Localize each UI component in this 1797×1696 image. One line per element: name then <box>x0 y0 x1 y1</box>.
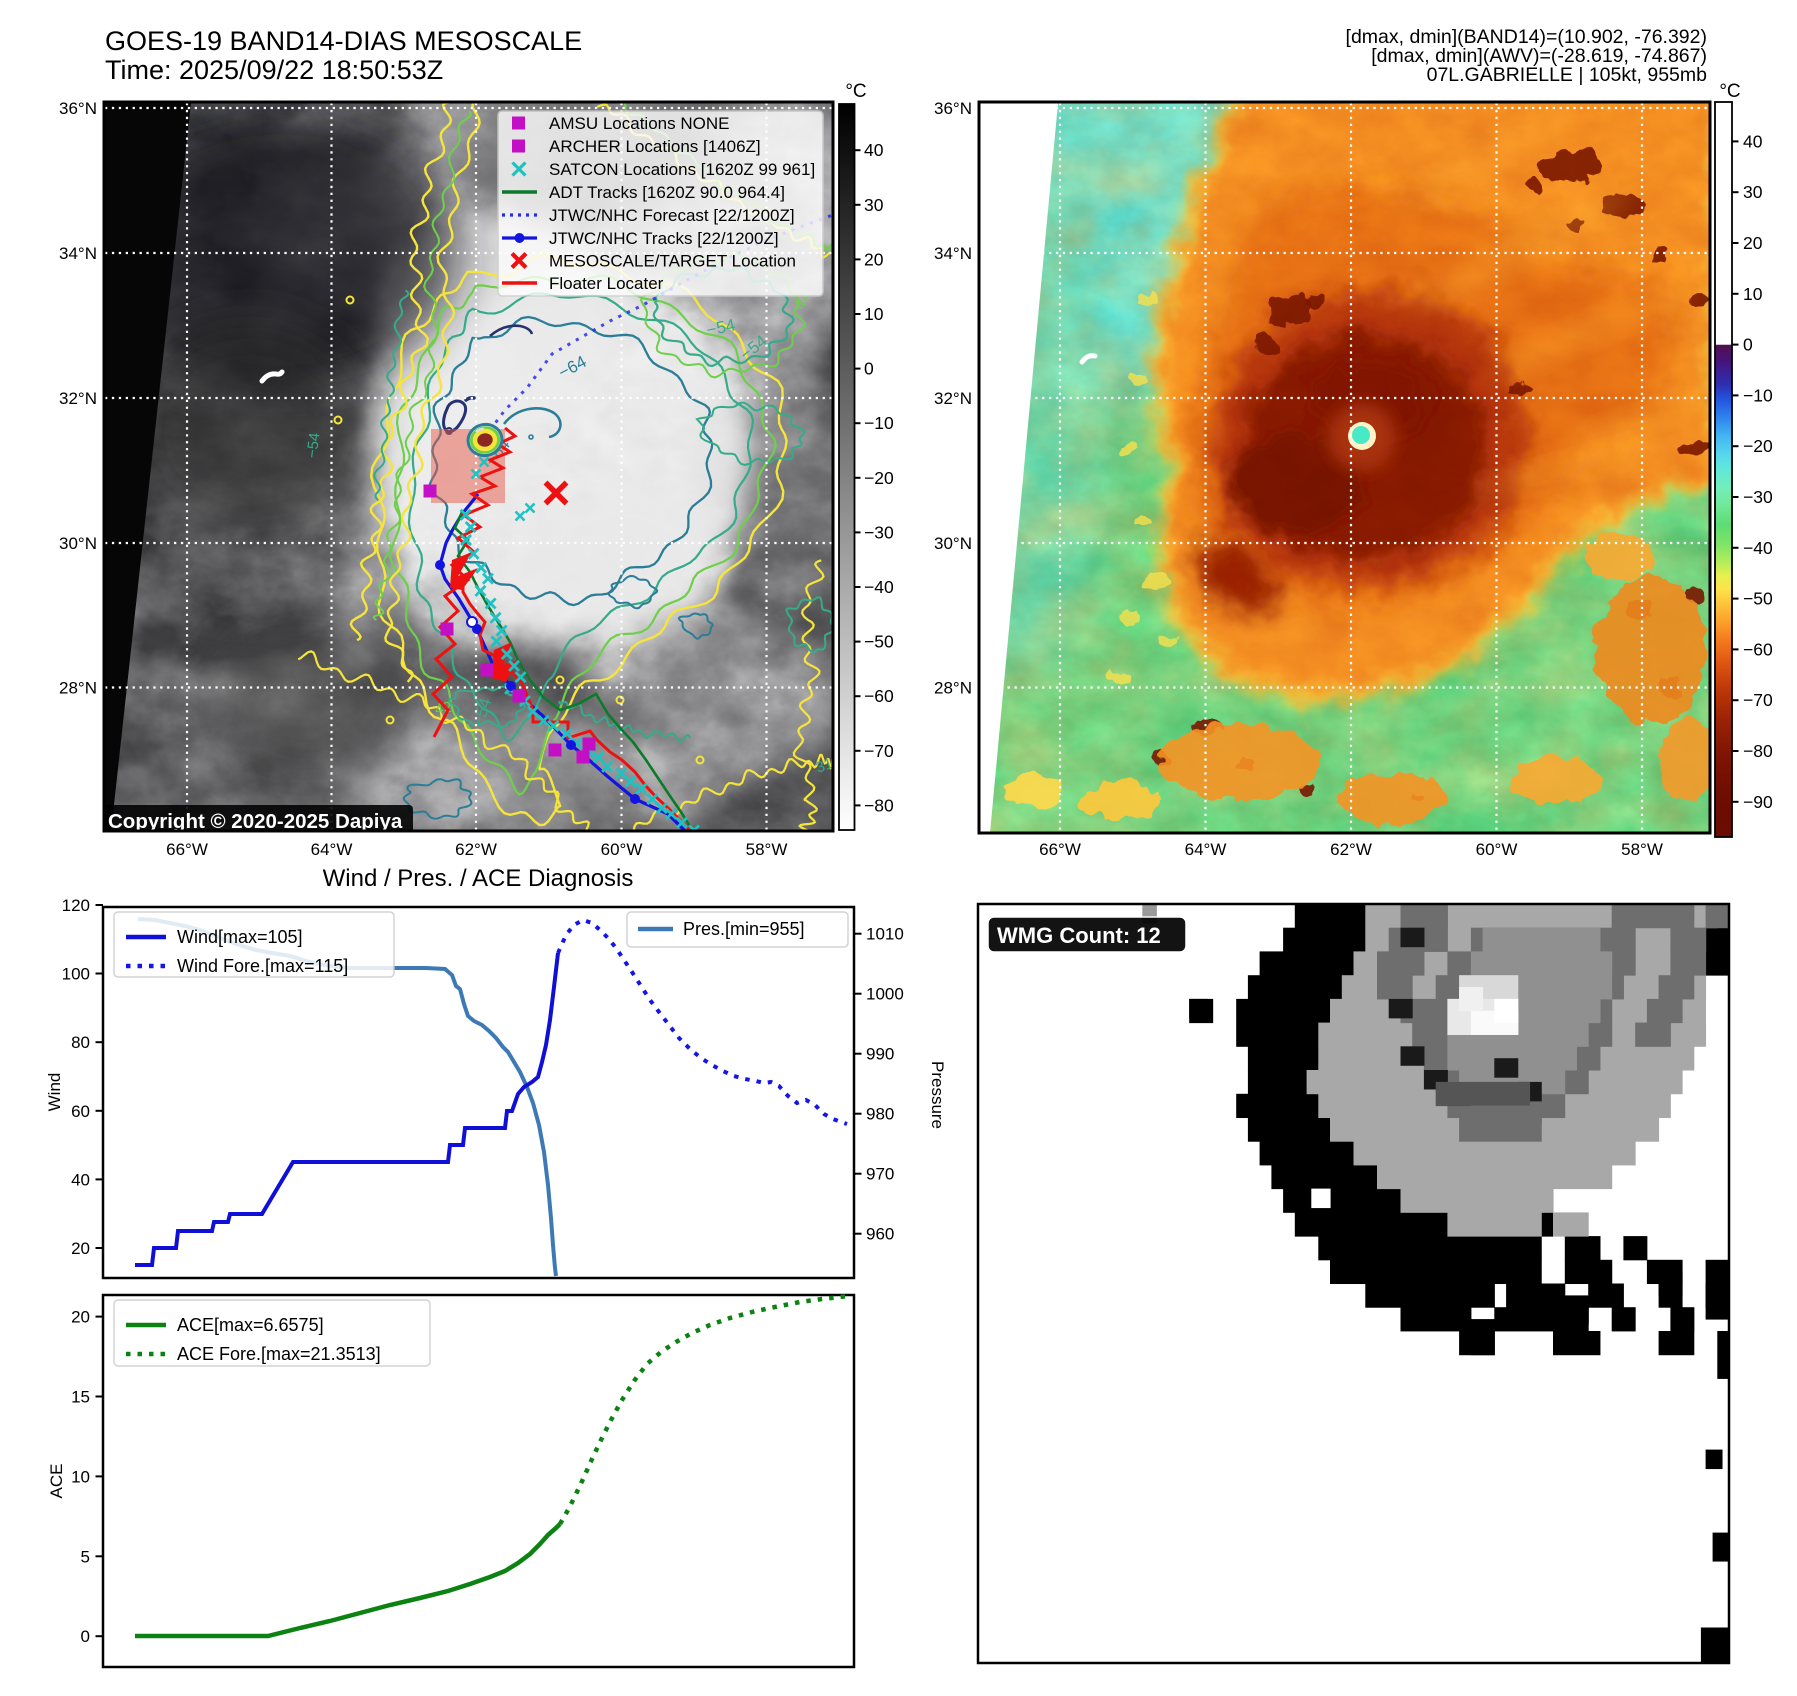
svg-text:80: 80 <box>71 1033 90 1052</box>
svg-text:66°W: 66°W <box>166 840 208 859</box>
svg-text:JTWC/NHC Forecast [22/1200Z]: JTWC/NHC Forecast [22/1200Z] <box>549 206 795 225</box>
svg-text:28°N: 28°N <box>59 679 97 698</box>
svg-text:20: 20 <box>1743 233 1763 253</box>
svg-text:36°N: 36°N <box>934 99 972 118</box>
svg-text:−40: −40 <box>864 577 894 597</box>
svg-text:0: 0 <box>1743 335 1753 355</box>
svg-text:−90: −90 <box>1743 792 1773 812</box>
svg-text:Floater Locater: Floater Locater <box>549 274 664 293</box>
svg-text:ADT Tracks [1620Z 90.0 964.4]: ADT Tracks [1620Z 90.0 964.4] <box>549 183 785 202</box>
svg-text:−50: −50 <box>864 632 894 652</box>
svg-text:MESOSCALE/TARGET Location: MESOSCALE/TARGET Location <box>549 252 796 271</box>
svg-text:−70: −70 <box>1743 690 1773 710</box>
svg-text:100: 100 <box>62 965 90 984</box>
svg-text:64°W: 64°W <box>1185 840 1227 859</box>
svg-text:30: 30 <box>1743 182 1763 202</box>
svg-text:ARCHER Locations [1406Z]: ARCHER Locations [1406Z] <box>549 137 761 156</box>
svg-text:30: 30 <box>864 195 884 215</box>
svg-text:AMSU Locations NONE: AMSU Locations NONE <box>549 114 729 133</box>
svg-text:36°N: 36°N <box>59 99 97 118</box>
svg-text:32°N: 32°N <box>934 389 972 408</box>
svg-text:Time: 2025/09/22 18:50:53Z: Time: 2025/09/22 18:50:53Z <box>105 55 443 85</box>
svg-text:58°W: 58°W <box>1621 840 1663 859</box>
svg-text:60°W: 60°W <box>601 840 643 859</box>
svg-text:Wind: Wind <box>45 1073 64 1112</box>
svg-text:31: 31 <box>814 755 835 777</box>
svg-text:1000: 1000 <box>866 985 904 1004</box>
svg-text:−40: −40 <box>1743 538 1773 558</box>
svg-text:40: 40 <box>71 1170 90 1189</box>
svg-text:−50: −50 <box>1743 589 1773 609</box>
svg-text:Pressure: Pressure <box>928 1061 947 1129</box>
svg-text:−10: −10 <box>864 413 894 433</box>
svg-text:−30: −30 <box>864 522 894 542</box>
svg-text:Wind[max=105]: Wind[max=105] <box>177 927 303 947</box>
svg-text:JTWC/NHC Tracks [22/1200Z]: JTWC/NHC Tracks [22/1200Z] <box>549 229 779 248</box>
svg-text:ACE: ACE <box>47 1464 66 1499</box>
svg-text:34°N: 34°N <box>934 244 972 263</box>
svg-text:40: 40 <box>864 140 884 160</box>
svg-text:20: 20 <box>71 1308 90 1327</box>
svg-text:970: 970 <box>866 1165 894 1184</box>
svg-text:[dmax, dmin](BAND14)=(10.902,: [dmax, dmin](BAND14)=(10.902, -76.392) <box>1346 26 1707 48</box>
svg-text:20: 20 <box>71 1239 90 1258</box>
svg-text:[dmax, dmin](AWV)=(-28.619, -7: [dmax, dmin](AWV)=(-28.619, -74.867) <box>1371 45 1707 67</box>
svg-text:1010: 1010 <box>866 925 904 944</box>
svg-text:−80: −80 <box>1743 741 1773 761</box>
svg-text:990: 990 <box>866 1045 894 1064</box>
svg-text:−20: −20 <box>864 468 894 488</box>
svg-text:SATCON Locations [1620Z 99 961: SATCON Locations [1620Z 99 961] <box>549 160 815 179</box>
svg-text:980: 980 <box>866 1105 894 1124</box>
svg-text:Pres.[min=955]: Pres.[min=955] <box>683 919 805 939</box>
svg-text:−54: −54 <box>304 432 324 459</box>
svg-text:WMG Count: 12: WMG Count: 12 <box>997 923 1161 948</box>
svg-text:5: 5 <box>81 1547 90 1566</box>
svg-text:20: 20 <box>864 249 884 269</box>
svg-text:960: 960 <box>866 1225 894 1244</box>
svg-text:10: 10 <box>71 1467 90 1486</box>
svg-text:60: 60 <box>71 1102 90 1121</box>
svg-text:−80: −80 <box>864 795 894 815</box>
svg-text:10: 10 <box>864 304 884 324</box>
svg-text:−60: −60 <box>864 686 894 706</box>
svg-text:40: 40 <box>1743 131 1763 151</box>
svg-text:−30: −30 <box>1743 487 1773 507</box>
svg-text:07L.GABRIELLE | 105kt, 955mb: 07L.GABRIELLE | 105kt, 955mb <box>1427 64 1708 86</box>
svg-text:28°N: 28°N <box>934 679 972 698</box>
svg-text:34°N: 34°N <box>59 244 97 263</box>
svg-text:32°N: 32°N <box>59 389 97 408</box>
svg-text:15: 15 <box>71 1388 90 1407</box>
svg-text:64°W: 64°W <box>311 840 353 859</box>
svg-text:60°W: 60°W <box>1476 840 1518 859</box>
svg-text:62°W: 62°W <box>1330 840 1372 859</box>
svg-text:ACE[max=6.6575]: ACE[max=6.6575] <box>177 1315 324 1335</box>
svg-text:30°N: 30°N <box>934 534 972 553</box>
svg-text:−70: −70 <box>864 741 894 761</box>
svg-text:ACE Fore.[max=21.3513]: ACE Fore.[max=21.3513] <box>177 1344 381 1364</box>
svg-text:Wind / Pres. / ACE Diagnosis: Wind / Pres. / ACE Diagnosis <box>323 865 634 892</box>
svg-text:°C: °C <box>1719 81 1740 102</box>
svg-text:Wind Fore.[max=115]: Wind Fore.[max=115] <box>177 956 348 976</box>
svg-text:120: 120 <box>62 896 90 915</box>
svg-text:58°W: 58°W <box>746 840 788 859</box>
svg-text:0: 0 <box>81 1627 90 1646</box>
svg-text:10: 10 <box>1743 284 1763 304</box>
svg-text:−10: −10 <box>1743 385 1773 405</box>
svg-text:0: 0 <box>864 359 874 379</box>
svg-text:66°W: 66°W <box>1039 840 1081 859</box>
svg-text:42: 42 <box>434 699 453 719</box>
svg-text:°C: °C <box>845 81 866 102</box>
svg-text:30°N: 30°N <box>59 534 97 553</box>
svg-text:−60: −60 <box>1743 639 1773 659</box>
svg-text:−20: −20 <box>1743 436 1773 456</box>
svg-text:Copyright © 2020-2025 Dapiya: Copyright © 2020-2025 Dapiya <box>108 810 403 833</box>
svg-text:GOES-19 BAND14-DIAS MESOSCALE: GOES-19 BAND14-DIAS MESOSCALE <box>105 26 582 56</box>
svg-text:62°W: 62°W <box>455 840 497 859</box>
